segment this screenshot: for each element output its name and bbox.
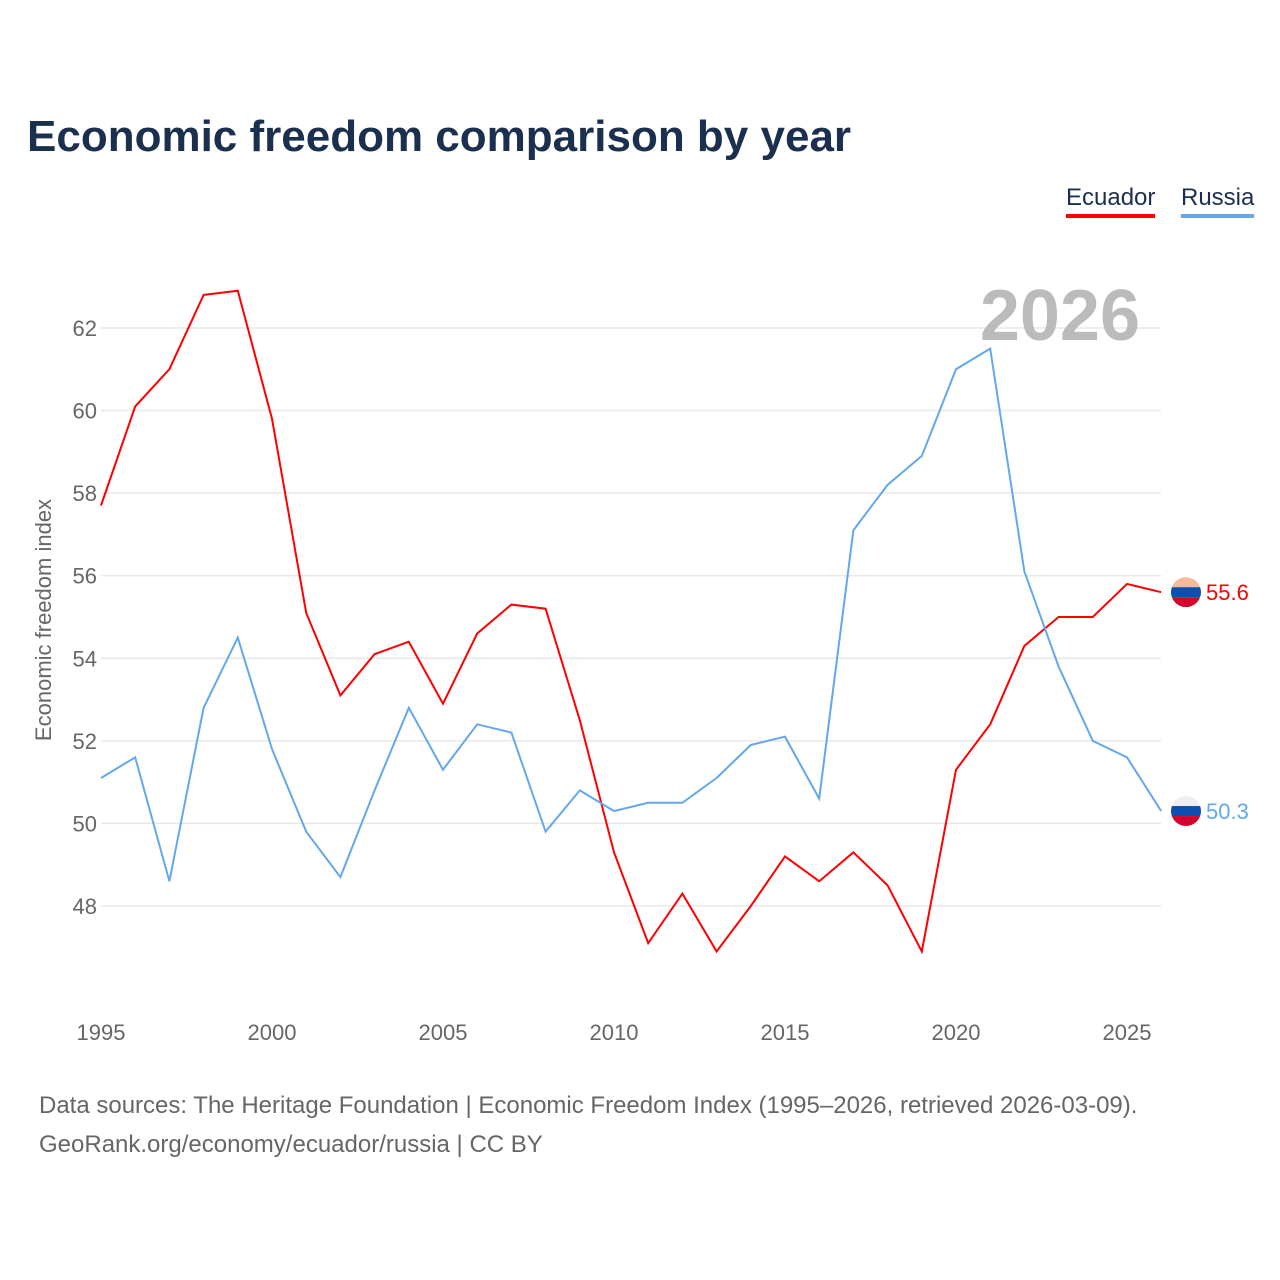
x-tick-label: 2005	[419, 1020, 468, 1045]
year-watermark: 2026	[980, 276, 1140, 356]
footer: Data sources: The Heritage Foundation | …	[39, 1086, 1137, 1164]
legend-russia[interactable]: Russia	[1181, 184, 1255, 218]
y-tick-label: 58	[73, 481, 97, 506]
x-tick-label: 2015	[761, 1020, 810, 1045]
legend-ecuador[interactable]: Ecuador	[1066, 184, 1156, 218]
flag-icon-russia	[1171, 796, 1201, 827]
x-tick-label: 1995	[77, 1020, 126, 1045]
y-tick-label: 48	[73, 894, 97, 919]
x-tick-label: 2010	[590, 1020, 639, 1045]
y-tick-label: 56	[73, 564, 97, 589]
y-tick-label: 50	[73, 811, 97, 836]
series-line-russia	[100, 346, 1163, 882]
end-value-label: 55.6	[1206, 580, 1249, 605]
y-tick-label: 54	[73, 646, 97, 671]
y-tick-label: 52	[73, 729, 97, 754]
x-tick-label: 2020	[932, 1020, 981, 1045]
chart-title: Economic freedom comparison by year	[27, 112, 852, 161]
x-tick-label: 2000	[248, 1020, 297, 1045]
x-tick-label: 2025	[1103, 1020, 1152, 1045]
series-line-ecuador	[100, 289, 1162, 955]
y-axis-label: Economic freedom index	[31, 499, 56, 741]
source-text: Data sources: The Heritage Foundation | …	[39, 1092, 1138, 1119]
y-tick-label: 62	[73, 316, 97, 341]
url-text: GeoRank.org/economy/ecuador/russia | CC …	[39, 1131, 543, 1158]
flag-icon-ecuador	[1171, 577, 1201, 608]
end-value-label: 50.3	[1206, 799, 1249, 824]
y-tick-label: 60	[73, 399, 97, 424]
